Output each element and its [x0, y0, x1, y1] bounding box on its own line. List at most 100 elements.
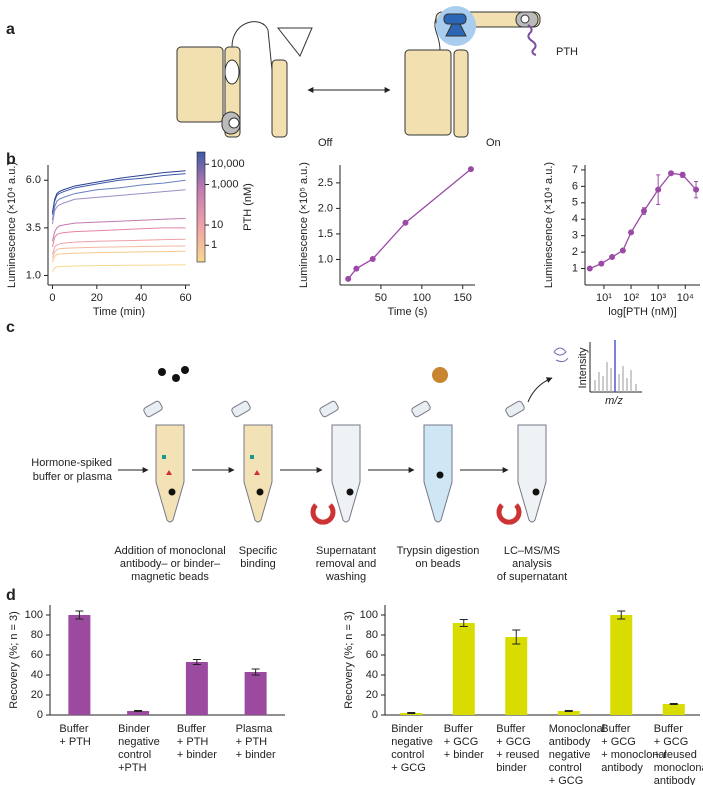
y-tick-label: 80 — [366, 629, 378, 641]
series-line — [51, 250, 186, 263]
x-tick-label-line: + GCG — [549, 775, 584, 785]
x-tick-label-line: + GCG — [654, 736, 689, 748]
x-tick-label-line: Buffer — [177, 723, 206, 735]
bead — [256, 488, 264, 496]
point — [586, 265, 593, 272]
y-axis-label: Luminescence (×10⁴ a.u.) — [543, 162, 555, 288]
y-tick-label: 0 — [372, 709, 378, 721]
x-tick-label-line: binder — [496, 762, 527, 774]
state-label: On — [486, 137, 501, 149]
x-tick-label-line: negative — [391, 736, 433, 748]
error-bar — [617, 610, 626, 620]
y-tick-label: 60 — [366, 649, 378, 661]
x-tick-label: 60 — [179, 292, 191, 304]
x-axis-label: log[PTH (nM)] — [608, 306, 676, 318]
step-label-line: binding — [240, 558, 275, 570]
x-tick-label-line: + PTH — [236, 736, 268, 748]
input-label: Hormone-spiked buffer or plasma — [31, 457, 113, 483]
x-tick-label: Binder negative control + GCG — [391, 723, 433, 774]
step-label-line: washing — [325, 571, 366, 583]
x-tick-label-line: Buffer — [654, 723, 683, 735]
x-tick-label-line: monoclonal — [654, 762, 703, 774]
bar — [68, 615, 91, 715]
step-label: Supernatant removal and washing — [316, 545, 377, 583]
x-tick-label-line: + PTH — [59, 736, 91, 748]
x-tick-label-line: + binder — [444, 749, 484, 761]
y-tick-label: 80 — [31, 629, 43, 641]
x-tick-label: Monoclonal antibody negative control + GCG — [549, 723, 605, 785]
bead — [436, 471, 444, 479]
panel-label: b — [6, 151, 16, 168]
x-tick-label-line: + GCG — [496, 736, 531, 748]
x-tick-label: 10¹ — [596, 292, 612, 304]
bar — [452, 623, 475, 715]
y-axis-label: Luminescence (×10⁵ a.u.) — [298, 162, 310, 288]
spectrum-y-label: Intensity — [577, 347, 589, 388]
colorbar-tick-label: 1 — [211, 239, 217, 251]
x-tick-label: Buffer + GCG + reused binder — [496, 723, 539, 774]
tube-lid — [319, 400, 339, 418]
tube-lid — [231, 400, 251, 418]
magnet — [310, 503, 336, 525]
error-bar — [192, 659, 201, 665]
x-tick-label-line: negative — [549, 749, 591, 761]
tube-lid — [143, 400, 163, 418]
y-tick-label: 2.0 — [318, 202, 333, 214]
error-bar — [512, 629, 521, 645]
x-tick-label-line: + monoclonal — [601, 749, 667, 761]
y-axis-label: Luminescence (×10⁴ a.u.) — [6, 162, 18, 288]
y-tick-label: 40 — [366, 669, 378, 681]
y-tick-label: 60 — [31, 649, 43, 661]
tube-lid — [505, 400, 525, 418]
step-label-line: Trypsin digestion — [397, 545, 480, 557]
bead — [346, 488, 354, 496]
step-label-line: antibody– or binder– — [120, 558, 221, 570]
step-label: LC–MS/MS analysis of supernatant — [497, 545, 567, 583]
x-tick-label: Buffer+ GCG+ reusedmonoclonalantibody — [654, 723, 703, 785]
bead — [172, 374, 180, 382]
x-tick-label-line: control — [391, 749, 424, 761]
y-tick-label: 4 — [572, 213, 578, 225]
step-label: Specific binding — [239, 545, 278, 570]
bar — [557, 711, 580, 715]
x-tick-label-line: + binder — [177, 749, 217, 761]
ligand-label: PTH — [556, 46, 578, 58]
point — [655, 186, 662, 193]
series-line — [347, 168, 472, 280]
bar — [185, 662, 208, 715]
x-tick-label-line: + GCG — [391, 762, 426, 774]
x-tick-label: Buffer + PTH + binder — [177, 723, 217, 761]
analyte — [162, 455, 166, 459]
step-label-line: LC–MS/MS — [504, 545, 560, 557]
x-tick-label: Plasma + PTH + binder — [236, 723, 276, 761]
step-label: Addition of monoclonal antibody– or binde… — [114, 545, 225, 583]
x-tick-label: Buffer + PTH — [59, 723, 91, 748]
y-axis-label: Recovery (%; n = 3) — [343, 611, 355, 709]
y-tick-label: 20 — [31, 689, 43, 701]
input-label-line: Hormone-spiked — [31, 457, 112, 469]
x-tick-label-line: + reused — [654, 749, 697, 761]
analyte — [250, 455, 254, 459]
tube — [411, 400, 453, 523]
x-tick-label-line: Buffer — [601, 723, 630, 735]
series-line — [52, 264, 186, 272]
y-tick-label: 100 — [25, 609, 43, 621]
series-line — [51, 227, 186, 248]
series-line — [51, 170, 186, 213]
x-tick-label: 10² — [623, 292, 639, 304]
tube-body — [517, 424, 547, 523]
point — [628, 229, 635, 236]
bar — [244, 672, 267, 715]
tube — [496, 400, 547, 525]
tube — [143, 400, 185, 523]
error-bar — [459, 619, 468, 627]
point — [353, 265, 360, 272]
panel-label: c — [6, 319, 15, 336]
x-tick-label-line: antibody — [601, 762, 643, 774]
colorbar — [196, 151, 206, 263]
y-tick-label: 6 — [572, 180, 578, 192]
x-tick-label-line: Binder — [118, 723, 150, 735]
x-tick-label: 100 — [413, 292, 431, 304]
flow-arrow — [527, 377, 553, 403]
